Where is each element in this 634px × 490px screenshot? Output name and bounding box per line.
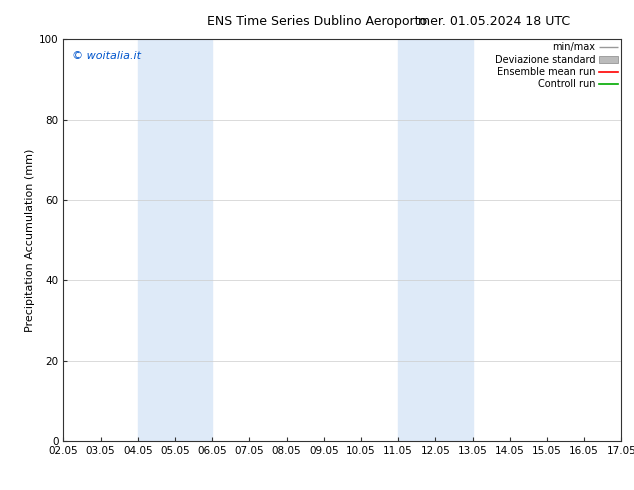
Text: © woitalia.it: © woitalia.it [72, 51, 141, 61]
Y-axis label: Precipitation Accumulation (mm): Precipitation Accumulation (mm) [25, 148, 35, 332]
Bar [398, 39, 472, 441]
Bar [138, 39, 212, 441]
Legend: min/max, Deviazione standard, Ensemble mean run, Controll run: min/max, Deviazione standard, Ensemble m… [495, 42, 618, 89]
Text: ENS Time Series Dublino Aeroporto: ENS Time Series Dublino Aeroporto [207, 15, 427, 28]
Text: mer. 01.05.2024 18 UTC: mer. 01.05.2024 18 UTC [418, 15, 571, 28]
